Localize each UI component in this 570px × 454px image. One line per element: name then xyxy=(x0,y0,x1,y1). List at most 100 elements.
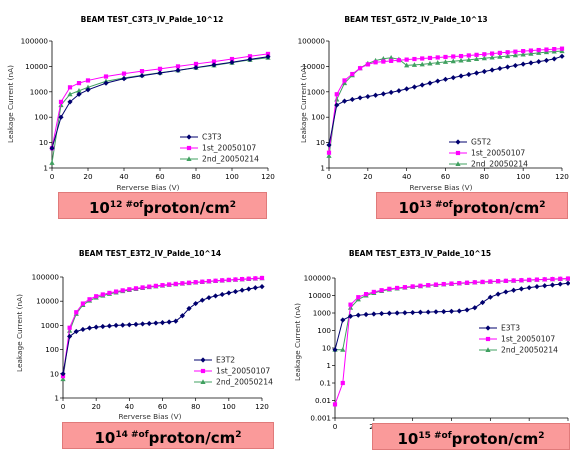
data-point xyxy=(543,57,550,64)
data-point xyxy=(133,286,139,291)
y-tick-label: 100000 xyxy=(298,37,326,46)
data-point xyxy=(213,278,218,283)
data-point xyxy=(60,376,66,382)
legend-label: E3T3 xyxy=(501,324,520,333)
x-tick-label: 0 xyxy=(333,422,338,431)
y-tick-label: 1 xyxy=(326,361,331,370)
data-point xyxy=(85,78,91,83)
x-tick-label: 80 xyxy=(480,172,490,181)
data-point xyxy=(497,54,503,59)
chart-title: BEAM TEST_C3T3_IV_Palde_10^12 xyxy=(81,15,224,24)
data-point xyxy=(199,297,205,303)
data-point xyxy=(505,50,510,55)
data-point xyxy=(58,99,64,105)
x-tick-label: 0 xyxy=(61,402,66,411)
data-point xyxy=(558,276,563,281)
data-point xyxy=(418,283,423,288)
data-point xyxy=(186,305,192,312)
x-tick-label: 0 xyxy=(327,172,332,181)
series-1st_20050107 xyxy=(49,51,271,151)
y-tick-label: 1000 xyxy=(30,87,49,96)
x-tick-label: 80 xyxy=(191,172,201,181)
data-point xyxy=(559,48,565,54)
legend-label: 2nd_20050214 xyxy=(216,378,273,387)
fluence-exponent: 14 #of xyxy=(115,430,149,440)
data-point xyxy=(412,56,417,62)
y-axis-label: Leakage Current (nA) xyxy=(6,65,15,143)
fluence-box-g5t2: 1013 #ofproton/cm2 xyxy=(376,192,568,219)
data-point xyxy=(355,312,361,318)
data-point xyxy=(521,49,526,54)
data-point xyxy=(380,91,386,97)
data-point xyxy=(146,320,152,327)
data-point xyxy=(536,59,542,65)
data-point xyxy=(427,60,433,66)
data-point xyxy=(246,286,252,292)
legend-marker xyxy=(200,357,206,363)
data-point xyxy=(482,52,487,57)
data-point xyxy=(448,308,455,314)
data-point xyxy=(402,285,407,290)
data-point xyxy=(193,64,199,71)
y-tick-label: 1 xyxy=(43,164,48,173)
fluence-unit: proton/cm xyxy=(148,429,236,447)
data-point xyxy=(481,68,487,75)
data-point xyxy=(80,301,85,306)
data-point xyxy=(528,48,534,53)
data-point xyxy=(386,310,392,316)
y-tick-label: 10000 xyxy=(302,62,325,71)
y-tick-label: 100 xyxy=(311,113,325,122)
x-tick-label: 100 xyxy=(225,172,239,181)
data-point xyxy=(332,347,338,353)
y-tick-label: 0.01 xyxy=(315,396,331,405)
data-point xyxy=(419,82,425,88)
x-tick-label: 60 xyxy=(158,402,168,411)
data-point xyxy=(147,284,152,289)
data-point xyxy=(396,88,402,94)
data-point xyxy=(495,291,501,297)
data-point xyxy=(505,53,511,59)
data-point xyxy=(100,292,105,297)
data-point xyxy=(80,326,86,333)
data-point xyxy=(488,279,493,284)
data-point xyxy=(512,52,518,58)
data-point xyxy=(107,290,112,296)
data-point xyxy=(357,66,363,71)
data-point xyxy=(464,280,470,285)
x-tick-label: 120 xyxy=(261,172,275,181)
data-point xyxy=(121,76,127,82)
data-point xyxy=(518,286,524,292)
data-point xyxy=(466,57,472,62)
legend: G5T2 1st_20050107 2nd_20050214 xyxy=(449,138,528,169)
data-point xyxy=(342,78,347,83)
fluence-exponent: 13 #of xyxy=(419,200,453,210)
data-point xyxy=(340,317,346,323)
data-point xyxy=(76,91,82,97)
fluence-unit-exponent: 2 xyxy=(229,200,237,210)
data-point xyxy=(420,56,425,61)
data-point xyxy=(103,74,109,79)
data-point xyxy=(481,55,487,61)
data-point xyxy=(120,322,126,328)
data-point xyxy=(441,309,447,315)
legend-marker xyxy=(186,145,192,151)
data-point xyxy=(489,67,495,73)
legend-label: 2nd_20050214 xyxy=(471,160,528,169)
data-point xyxy=(253,276,258,281)
data-point xyxy=(180,281,185,286)
series-1st_20050107 xyxy=(60,275,265,379)
x-axis-label: Rerverse Bias (V) xyxy=(119,412,182,421)
x-tick-label: 20 xyxy=(92,402,102,411)
data-point xyxy=(186,280,192,285)
legend-label: 1st_20050107 xyxy=(216,367,270,376)
data-point xyxy=(120,288,125,293)
data-point xyxy=(520,51,526,57)
fluence-base: 10 xyxy=(88,199,110,217)
fluence-base: 10 xyxy=(397,430,419,448)
x-tick-label: 80 xyxy=(191,402,201,411)
data-point xyxy=(226,290,232,296)
data-point xyxy=(58,114,64,120)
x-tick-label: 100 xyxy=(222,402,236,411)
data-point xyxy=(373,92,379,98)
y-tick-label: 100000 xyxy=(304,274,332,283)
